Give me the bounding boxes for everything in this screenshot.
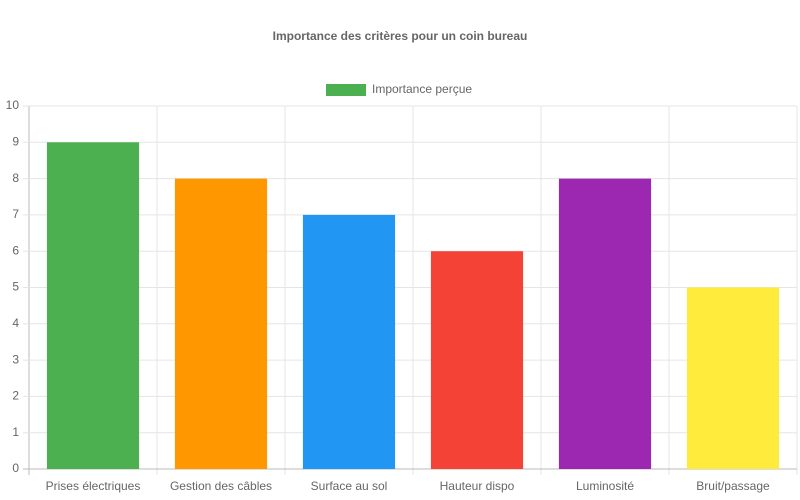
y-tick-label: 1	[12, 425, 19, 439]
bar	[686, 287, 780, 469]
x-tick-label: Luminosité	[576, 479, 634, 493]
chart-title: Importance des critères pour un coin bur…	[273, 29, 528, 43]
y-tick-label: 4	[12, 316, 19, 330]
x-tick-label: Hauteur dispo	[440, 479, 515, 493]
y-tick-label: 6	[12, 243, 19, 257]
y-tick-label: 0	[12, 461, 19, 475]
bar	[430, 251, 524, 469]
bar	[174, 178, 268, 469]
x-tick-label: Bruit/passage	[696, 479, 770, 493]
y-tick-label: 5	[12, 280, 19, 294]
bar	[46, 142, 140, 470]
x-tick-label: Surface au sol	[311, 479, 388, 493]
x-tick-label: Prises électriques	[46, 479, 141, 493]
y-tick-label: 10	[6, 98, 20, 112]
y-tick-label: 7	[12, 207, 19, 221]
bar	[558, 178, 652, 469]
y-tick-label: 9	[12, 134, 19, 148]
y-tick-label: 2	[12, 389, 19, 403]
legend-label: Importance perçue	[372, 82, 472, 96]
bar	[302, 214, 396, 469]
legend-swatch	[326, 84, 366, 96]
y-tick-label: 8	[12, 171, 19, 185]
y-tick-label: 3	[12, 352, 19, 366]
x-tick-label: Gestion des câbles	[170, 479, 272, 493]
